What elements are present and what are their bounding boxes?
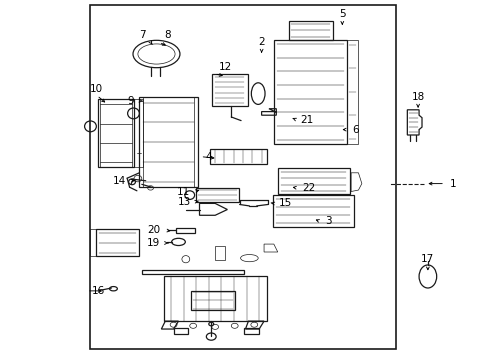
Bar bbox=[195, 188, 238, 202]
Text: 6: 6 bbox=[351, 125, 358, 135]
Text: 21: 21 bbox=[300, 114, 313, 125]
Text: 13: 13 bbox=[177, 197, 190, 207]
Bar bbox=[90, 5, 395, 349]
Bar bbox=[190, 291, 234, 310]
Text: 18: 18 bbox=[410, 91, 424, 102]
Text: 15: 15 bbox=[278, 198, 291, 208]
Text: 4: 4 bbox=[205, 152, 212, 162]
Text: 11: 11 bbox=[176, 186, 189, 197]
Bar bbox=[272, 195, 353, 227]
Text: 22: 22 bbox=[302, 183, 315, 193]
Text: 9: 9 bbox=[127, 96, 134, 106]
Text: 1: 1 bbox=[449, 179, 456, 189]
Text: 10: 10 bbox=[90, 84, 103, 94]
Bar bbox=[215, 246, 224, 260]
Text: 16: 16 bbox=[92, 286, 105, 296]
Text: 3: 3 bbox=[325, 216, 331, 226]
Bar bbox=[288, 21, 332, 40]
Text: 8: 8 bbox=[163, 30, 170, 40]
Text: 12: 12 bbox=[219, 62, 232, 72]
Bar bbox=[142, 270, 244, 274]
Bar bbox=[173, 328, 188, 334]
Text: 2: 2 bbox=[258, 37, 264, 47]
Text: 7: 7 bbox=[139, 30, 145, 40]
Bar bbox=[277, 168, 349, 194]
Bar bbox=[210, 149, 266, 164]
Bar bbox=[244, 328, 259, 334]
Text: 20: 20 bbox=[147, 225, 160, 235]
Text: 5: 5 bbox=[338, 9, 345, 19]
Text: 14: 14 bbox=[113, 176, 126, 186]
Text: 19: 19 bbox=[147, 238, 160, 248]
Text: 17: 17 bbox=[420, 253, 434, 264]
